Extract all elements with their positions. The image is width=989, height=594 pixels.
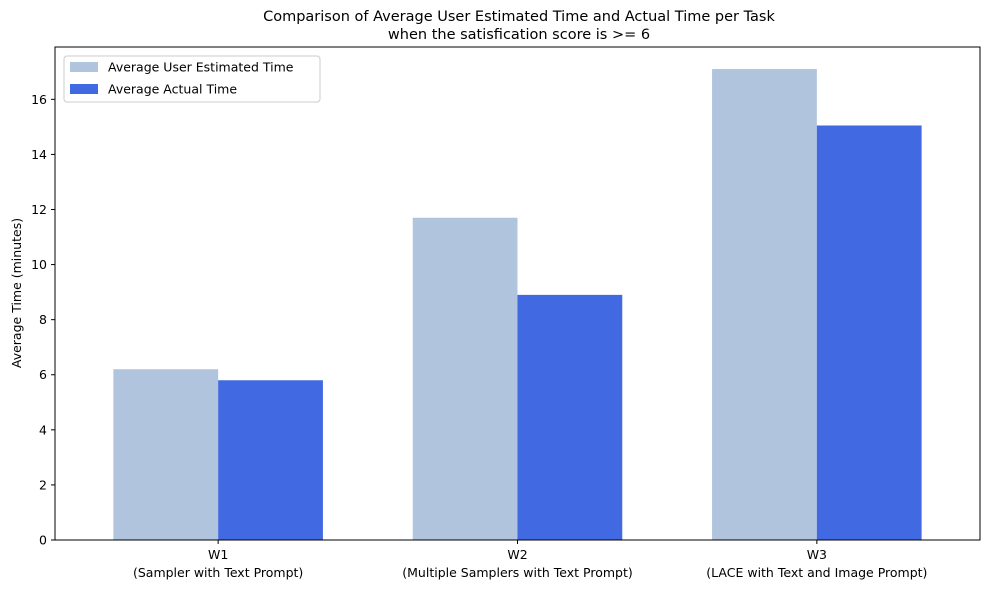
- legend-box: [63, 55, 321, 103]
- chart-subtitle: when the satisfication score is >= 6: [388, 27, 650, 43]
- legend-swatch: [70, 62, 98, 72]
- bar-actual-w1: [218, 380, 323, 540]
- y-tick-label: 6: [39, 367, 47, 382]
- bar-estimated-w2: [412, 217, 518, 540]
- bar-estimated-w1: [113, 369, 219, 540]
- bar-actual-w3: [816, 125, 922, 541]
- x-tick-label-w1: W1: [208, 547, 228, 562]
- bar-estimated-w3: [712, 69, 817, 540]
- legend-swatch: [70, 84, 98, 94]
- bars-layer: [113, 69, 922, 541]
- legend: Average User Estimated Time Average Actua…: [63, 55, 321, 103]
- y-tick-label: 0: [39, 533, 47, 548]
- x-tick-label-w2: W2: [507, 547, 527, 562]
- legend-label: Average Actual Time: [108, 82, 237, 97]
- axes-layer: 0 2 4 6 8 10 12 14 16 W1 (Sampler with Text Prompt…: [31, 46, 981, 580]
- y-tick-label: 12: [31, 202, 47, 217]
- y-tick-label: 16: [31, 92, 47, 107]
- x-tick-label-w3: W3: [807, 547, 827, 562]
- x-tick-description-w1: (Sampler with Text Prompt): [133, 565, 303, 580]
- chart-title: Comparison of Average User Estimated Tim…: [263, 9, 775, 25]
- bar-actual-w2: [517, 294, 623, 540]
- y-tick-label: 2: [39, 477, 47, 492]
- x-tick-description-w3: (LACE with Text and Image Prompt): [706, 565, 927, 580]
- legend-label: Average User Estimated Time: [108, 60, 294, 75]
- y-tick-label: 10: [31, 257, 47, 272]
- y-axis-label: Average Time (minutes): [9, 218, 24, 368]
- y-tick-label: 4: [39, 422, 47, 437]
- y-tick-label: 14: [31, 147, 47, 162]
- y-tick-label: 8: [39, 312, 47, 327]
- x-tick-description-w2: (Multiple Samplers with Text Prompt): [402, 565, 632, 580]
